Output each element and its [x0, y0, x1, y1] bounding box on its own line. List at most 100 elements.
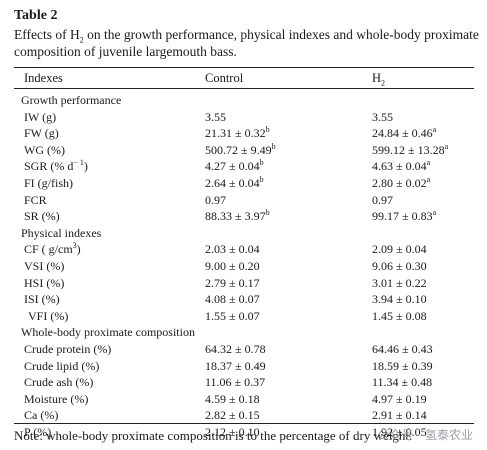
table-row: CF ( g/cm3) 2.03 ± 0.04 2.09 ± 0.04 — [0, 241, 487, 258]
h2-value: 24.84 ± 0.46a — [372, 125, 436, 142]
h2-value-text: 2.09 ± 0.04 — [372, 242, 427, 257]
h2-value: 3.55 — [372, 109, 393, 126]
control-value: 11.06 ± 0.37 — [205, 374, 265, 391]
h2-value: 599.12 ± 13.28a — [372, 142, 448, 159]
row-label-text: Physical indexes — [21, 225, 102, 240]
control-significance-letter: b — [265, 125, 270, 135]
row-label: Crude protein (%) — [24, 341, 111, 358]
row-label-text: VSI (%) — [24, 258, 65, 273]
header-control: Control — [205, 71, 244, 85]
control-value-text: 21.31 ± 0.32 — [205, 126, 266, 141]
control-value: 1.55 ± 0.07 — [205, 308, 260, 325]
h2-value-text: 99.17 ± 0.83 — [372, 209, 433, 224]
h2-value-text: 1.45 ± 0.08 — [372, 308, 427, 323]
control-value: 4.08 ± 0.07 — [205, 291, 260, 308]
control-value-text: 64.32 ± 0.78 — [205, 341, 266, 356]
control-value: 9.00 ± 0.20 — [205, 258, 260, 275]
control-value: 4.27 ± 0.04b — [205, 158, 264, 175]
h2-value: 4.63 ± 0.04a — [372, 158, 430, 175]
control-value: 18.37 ± 0.49 — [205, 358, 266, 375]
h2-value: 2.09 ± 0.04 — [372, 241, 427, 258]
control-value: 500.72 ± 9.49b — [205, 142, 276, 159]
row-label-superscript: 3 — [72, 241, 77, 251]
table-row: WG (%) 500.72 ± 9.49b 599.12 ± 13.28a — [0, 142, 487, 159]
row-label: FCR — [24, 192, 47, 209]
caption-subscript: 2 — [79, 35, 84, 45]
header-h2-subscript: 2 — [381, 78, 386, 88]
row-label: Ca (%) — [24, 407, 58, 424]
h2-value: 9.06 ± 0.30 — [372, 258, 427, 275]
row-label: Crude lipid (%) — [24, 358, 99, 375]
h2-value: 4.97 ± 0.19 — [372, 391, 427, 408]
control-value: 2.82 ± 0.15 — [205, 407, 260, 424]
h2-value-text: 2.80 ± 0.02 — [372, 175, 427, 190]
h2-value: 11.34 ± 0.48 — [372, 374, 432, 391]
control-value-text: 3.55 — [205, 109, 226, 124]
row-label-superscript: − 1 — [73, 158, 84, 168]
row-label-text: FI (g/fish) — [24, 175, 73, 190]
table-row: Crude protein (%) 64.32 ± 0.78 64.46 ± 0.4… — [0, 341, 487, 358]
table-bottom-rule — [14, 423, 474, 424]
h2-value-text: 599.12 ± 13.28 — [372, 142, 445, 157]
table-row: HSI (%) 2.79 ± 0.17 3.01 ± 0.22 — [0, 275, 487, 292]
control-value: 2.03 ± 0.04 — [205, 241, 260, 258]
row-label-text: FCR — [24, 192, 47, 207]
row-label-text: ISI (%) — [24, 292, 60, 307]
h2-value-text: 0.97 — [372, 192, 393, 207]
row-label: Crude ash (%) — [24, 374, 93, 391]
table-label: Table 2 — [14, 8, 58, 23]
row-label: SGR (% d− 1) — [24, 158, 88, 175]
control-significance-letter: b — [271, 141, 276, 151]
table-row: Crude lipid (%) 18.37 ± 0.49 18.59 ± 0.39 — [0, 358, 487, 375]
control-value: 2.64 ± 0.04b — [205, 175, 264, 192]
table-row: FW (g) 21.31 ± 0.32b 24.84 ± 0.46a — [0, 125, 487, 142]
row-label-text: Growth performance — [21, 93, 122, 107]
control-value-text: 88.33 ± 3.97 — [205, 209, 266, 224]
control-value-text: 1.55 ± 0.07 — [205, 308, 260, 323]
h2-value: 1.45 ± 0.08 — [372, 308, 427, 325]
caption-text-end: on the growth performance, physical inde… — [14, 27, 479, 59]
row-label-suffix: ) — [83, 159, 88, 174]
table-section-row: Growth performance — [0, 92, 487, 109]
row-label-text: WG (%) — [24, 142, 65, 157]
watermark: 公众号 · 氢泰农业 — [377, 428, 473, 442]
row-label: SR (%) — [24, 208, 60, 225]
row-label-text: Ca (%) — [24, 408, 59, 423]
h2-significance-letter: a — [426, 158, 431, 168]
control-value: 88.33 ± 3.97b — [205, 208, 270, 225]
table-body: Growth performance IW (g) 3.55 3.55 FW (g) 21… — [0, 92, 487, 440]
table-note: Note: whole-body proximate composition i… — [14, 428, 413, 443]
table-row: ISI (%) 4.08 ± 0.07 3.94 ± 0.10 — [0, 291, 487, 308]
control-value-text: 0.97 — [205, 192, 226, 207]
row-label: VSI (%) — [24, 258, 64, 275]
row-label-text: Crude ash (%) — [24, 375, 94, 390]
row-label-text: VFI (%) — [28, 308, 69, 323]
h2-value-text: 4.63 ± 0.04 — [372, 159, 427, 174]
control-value-text: 2.03 ± 0.04 — [205, 242, 260, 257]
row-label-text: IW (g) — [24, 109, 57, 124]
h2-value: 18.59 ± 0.39 — [372, 358, 433, 375]
row-label-text: FW (g) — [24, 126, 59, 141]
control-value: 2.12 ± 0.10 — [205, 424, 260, 441]
table-row: FI (g/fish) 2.64 ± 0.04b 2.80 ± 0.02a — [0, 175, 487, 192]
control-value-text: 2.82 ± 0.15 — [205, 408, 260, 423]
table-row: Ca (%) 2.82 ± 0.15 2.91 ± 0.14 — [0, 407, 487, 424]
table-row: SGR (% d− 1) 4.27 ± 0.04b 4.63 ± 0.04a — [0, 158, 487, 175]
table-section-row: Physical indexes — [0, 225, 487, 242]
row-label: ISI (%) — [24, 291, 60, 308]
h2-value-text: 18.59 ± 0.39 — [372, 358, 433, 373]
h2-value-text: 1.92 ± 0.05 — [372, 424, 427, 439]
row-label: IW (g) — [24, 109, 56, 126]
control-value-text: 4.27 ± 0.04 — [205, 159, 260, 174]
h2-significance-letter: a — [432, 208, 437, 218]
control-significance-letter: b — [265, 208, 270, 218]
control-value-text: 2.64 ± 0.04 — [205, 175, 260, 190]
header-indexes: Indexes — [24, 71, 63, 85]
row-label: WG (%) — [24, 142, 65, 159]
h2-value-text: 64.46 ± 0.43 — [372, 341, 433, 356]
row-label: P (%) — [24, 424, 51, 441]
control-value-text: 18.37 ± 0.49 — [205, 358, 266, 373]
control-value: 0.97 — [205, 192, 226, 209]
h2-significance-letter: a — [432, 125, 437, 135]
table-top-rule — [14, 67, 474, 68]
